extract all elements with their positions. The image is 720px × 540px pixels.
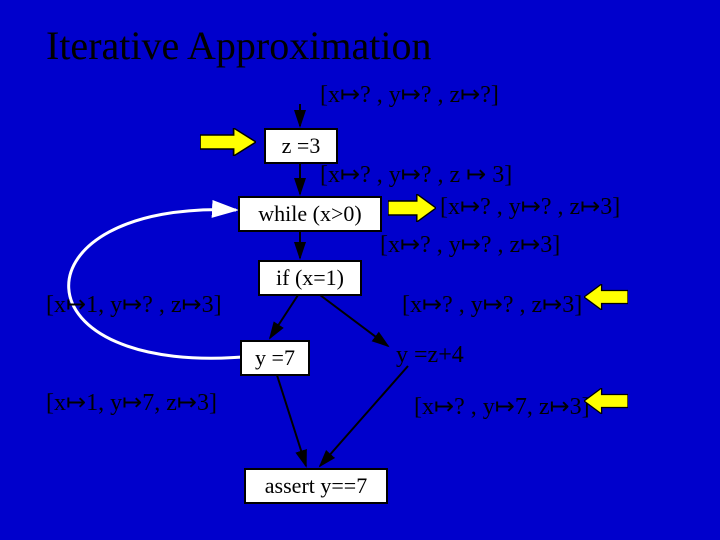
state-label-s6: [x↦1, y↦7, z↦3]: [46, 388, 217, 417]
state-label-yzp4: y =z+4: [396, 342, 464, 369]
flow-arrow: [270, 292, 300, 338]
state-label-s7: [x↦? , y↦7, z↦3]: [414, 392, 590, 421]
stmt-box-label: y =7: [255, 345, 295, 371]
stmt-box-label: if (x=1): [276, 265, 344, 291]
stmt-box-label: assert y==7: [265, 473, 367, 499]
stmt-box-ba: assert y==7: [244, 468, 388, 504]
state-label-s1: [x↦? , y↦? , z ↦ 3]: [320, 160, 512, 189]
state-label-s0: [x↦? , y↦? , z↦?]: [320, 80, 499, 109]
highlight-arrow: [584, 284, 628, 310]
flow-arrow: [276, 372, 306, 466]
state-label-s2: [x↦? , y↦? , z↦3]: [440, 192, 620, 221]
flow-arrow: [316, 292, 388, 346]
highlight-arrow: [584, 388, 628, 414]
slide-title: Iterative Approximation: [46, 22, 431, 69]
stmt-box-label: z =3: [282, 133, 321, 159]
stmt-box-label: while (x>0): [258, 201, 361, 227]
stmt-box-bi: if (x=1): [258, 260, 362, 296]
flow-arrow: [320, 366, 408, 466]
state-label-s5: [x↦? , y↦? , z↦3]: [402, 290, 582, 319]
highlight-arrow: [200, 128, 256, 156]
highlight-arrow: [388, 194, 436, 222]
stmt-box-by: y =7: [240, 340, 310, 376]
back-edge-arrow: [69, 210, 254, 359]
stmt-box-bz: z =3: [264, 128, 338, 164]
state-label-s4: [x↦1, y↦? , z↦3]: [46, 290, 222, 319]
stmt-box-bw: while (x>0): [238, 196, 382, 232]
diagram-stage: Iterative Approximation [x↦? , y↦? , z↦?]…: [0, 0, 720, 540]
state-label-s3: [x↦? , y↦? , z↦3]: [380, 230, 560, 259]
